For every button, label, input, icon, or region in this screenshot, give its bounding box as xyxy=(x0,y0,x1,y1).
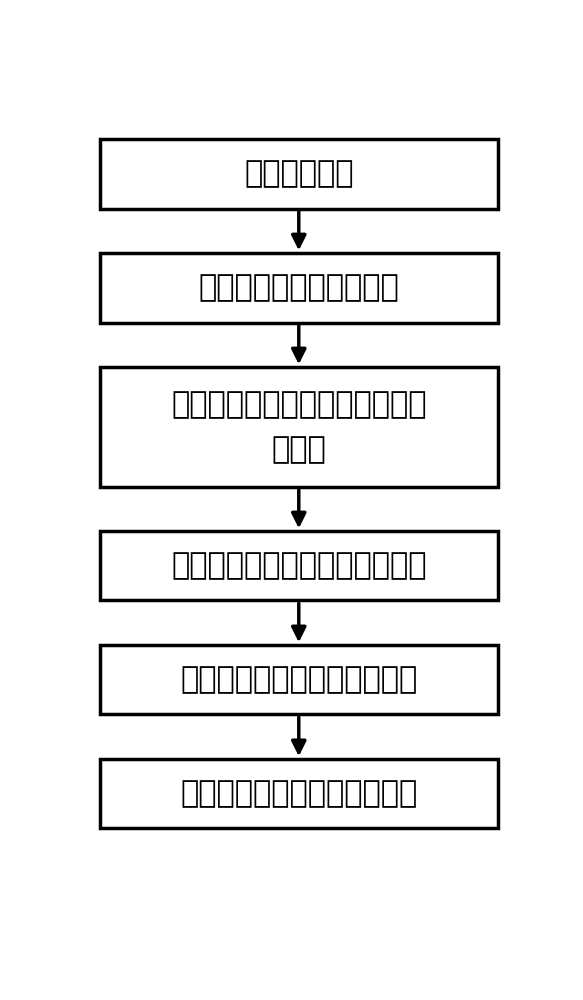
Bar xyxy=(100,759,498,828)
Text: 测量钢轨切锯后测试点的应变: 测量钢轨切锯后测试点的应变 xyxy=(180,665,417,694)
Bar xyxy=(100,531,498,600)
Text: 设置电阻应变片及电阻应变片转: 设置电阻应变片及电阻应变片转 xyxy=(171,390,427,419)
Text: 计算测试点钢轨的残余应力值: 计算测试点钢轨的残余应力值 xyxy=(180,779,417,808)
Bar xyxy=(100,645,498,714)
Bar xyxy=(100,253,498,323)
Text: 接装置: 接装置 xyxy=(272,435,326,464)
Bar xyxy=(100,139,498,209)
Bar xyxy=(100,367,498,487)
Text: 测试样品制作: 测试样品制作 xyxy=(244,159,353,188)
Text: 测量测试点钢轨试样的初始应变: 测量测试点钢轨试样的初始应变 xyxy=(171,551,427,580)
Text: 制作电阻应变片转接装置: 制作电阻应变片转接装置 xyxy=(198,273,399,302)
